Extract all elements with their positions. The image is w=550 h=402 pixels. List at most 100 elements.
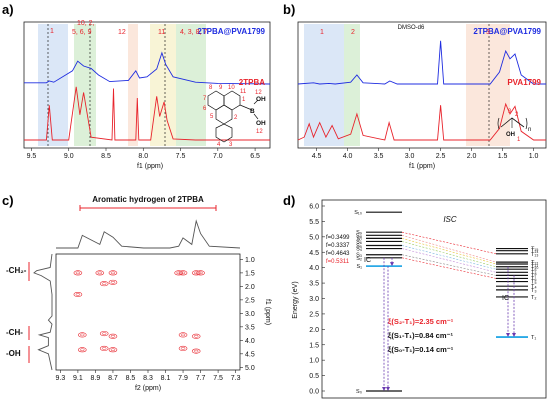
x-tick-label: 8.9 bbox=[91, 375, 101, 382]
singlet-label: S₉ bbox=[356, 230, 362, 236]
cross-peak-inner bbox=[180, 333, 186, 337]
singlet-label: S₁₀ bbox=[354, 210, 362, 216]
panel-c-title: Aromatic hydrogen of 2TPBA bbox=[92, 195, 204, 204]
panel-c-label: c) bbox=[2, 193, 14, 208]
cross-peak-outer bbox=[191, 333, 201, 339]
y-tick-label: 4.0 bbox=[245, 338, 255, 345]
cross-peak-inner bbox=[110, 271, 116, 275]
peak-b-2: 2 bbox=[351, 29, 355, 36]
cross-peak-inner bbox=[80, 348, 85, 352]
y-tick-label: 3.5 bbox=[309, 281, 319, 288]
structure-rings bbox=[207, 90, 259, 143]
pva-n: n bbox=[528, 127, 531, 133]
panel-a-peak-labels: 1 10, 2, 5, 6, 9 12 11 4, 3, 8, 7 bbox=[50, 20, 207, 36]
soc-s2-t1: ξ(S₂-T₁)=2.35 cm⁻¹ bbox=[388, 317, 454, 326]
x-tick-label: 9.1 bbox=[73, 375, 83, 382]
x-tick-label: 1.5 bbox=[498, 153, 508, 160]
region-b3 bbox=[466, 24, 510, 146]
spectrum-pva1799 bbox=[297, 102, 546, 141]
panel-c-left-projection bbox=[33, 253, 53, 371]
triplet-label: T₁ bbox=[531, 335, 536, 341]
triplet-label: T₇ bbox=[531, 273, 536, 279]
x-tick-label: 1.0 bbox=[529, 153, 539, 160]
atom-label-5: 5 bbox=[210, 114, 214, 120]
osc-1: f=0.3499 bbox=[326, 235, 350, 241]
x-tick-label: 7.9 bbox=[178, 375, 188, 382]
cross-peak-outer bbox=[108, 333, 118, 339]
panel-d-levels: S₁₀S₉S₈S₇S₆S₅S₄S₃S₂S₁S₀T₁₅T₁₄T₁₃T₁₂T₁₁T₁… bbox=[354, 210, 539, 395]
y-tick-label: 1.5 bbox=[245, 270, 255, 277]
panel-a-x-ticks: 9.5 9.0 8.5 8.0 7.5 7.0 6.5 bbox=[27, 148, 260, 160]
region-2 bbox=[74, 24, 96, 146]
pva-label-3: 3 bbox=[508, 109, 512, 115]
atom-oh-2: OH bbox=[256, 120, 266, 127]
structure-groups: B OH OH bbox=[250, 96, 266, 127]
atom-label-2: 2 bbox=[234, 115, 238, 121]
singlet-label: S₆ bbox=[356, 239, 362, 245]
triplet-label: T₁₅ bbox=[531, 247, 538, 253]
singlet-label: S₇ bbox=[356, 236, 362, 242]
cross-peak-outer bbox=[77, 347, 87, 353]
y-tick-label: 5.0 bbox=[309, 234, 319, 241]
y-tick-label: 3.0 bbox=[245, 311, 255, 318]
singlet-label: S₂ bbox=[356, 256, 362, 262]
ring-right bbox=[223, 90, 241, 111]
cross-peak-inner bbox=[193, 271, 199, 275]
spectrum-2tpba bbox=[24, 86, 270, 141]
cross-peak-outer bbox=[73, 291, 83, 297]
y-tick-label: 4.0 bbox=[309, 265, 319, 272]
x-tick-label: 2.5 bbox=[436, 153, 446, 160]
x-tick-label: 8.3 bbox=[143, 375, 153, 382]
atom-b: B bbox=[250, 108, 255, 115]
cross-peak-outer bbox=[95, 270, 105, 276]
cross-peak-inner bbox=[75, 271, 81, 275]
triplet-label: T₉ bbox=[531, 267, 537, 273]
singlet-label: S₄ bbox=[356, 247, 363, 253]
isc-label: ISC bbox=[443, 215, 457, 224]
panel-d-label: d) bbox=[283, 193, 295, 208]
atom-label-11: 11 bbox=[240, 89, 247, 95]
cross-peak-inner bbox=[193, 334, 199, 338]
cross-peak-outer bbox=[99, 281, 109, 287]
panel-b-spectra bbox=[297, 40, 546, 141]
structure-labels: 7 8 9 10 11 12 6 5 1 2 3 4 bbox=[203, 85, 262, 148]
triplet-label: T₁₀ bbox=[531, 265, 539, 271]
isc-connector bbox=[401, 257, 497, 279]
panel-a-bottom-label: 2TPBA bbox=[239, 78, 265, 87]
atom-oh-1: OH bbox=[256, 96, 266, 103]
x-tick-label: 2.0 bbox=[467, 153, 477, 160]
y-tick-label: 3.5 bbox=[245, 324, 255, 331]
atom-label-9: 9 bbox=[219, 85, 223, 91]
group-label-oh: -OH bbox=[6, 349, 21, 358]
region-4 bbox=[150, 24, 176, 146]
group-label-ch: -CH- bbox=[6, 328, 23, 337]
y-tick-label: 1.0 bbox=[309, 358, 319, 365]
pva-structure: 3 2 1 OH n bbox=[497, 109, 531, 143]
osc-4: f=0.5311 bbox=[326, 259, 350, 265]
isc-connector bbox=[401, 231, 497, 255]
region-b2 bbox=[344, 24, 360, 146]
ring-left bbox=[207, 90, 225, 111]
cross-peak-inner bbox=[176, 271, 181, 275]
peak-b-3: 3 bbox=[486, 29, 490, 36]
peak-label-6: 4, 3, 8, 7 bbox=[180, 29, 207, 36]
soc-s0-t1: ξ(S₀-T₁)=0.14 cm⁻¹ bbox=[388, 345, 454, 354]
panel-c-ylabel: f1 (ppm) bbox=[264, 299, 271, 325]
y-tick-label: 5.0 bbox=[245, 365, 255, 372]
atom-label-12-bottom: 12 bbox=[256, 129, 263, 135]
panel-b-xlabel: f1 (ppm) bbox=[409, 163, 435, 170]
singlet-label: S₁ bbox=[356, 264, 362, 270]
ring-bottom bbox=[215, 104, 233, 125]
cross-peak-outer bbox=[191, 270, 201, 276]
y-tick-label: 0.0 bbox=[309, 389, 319, 396]
arrow-head bbox=[512, 333, 516, 338]
cross-peak-outer bbox=[174, 270, 183, 276]
panel-b-top-label: 2TPBA@PVA1799 bbox=[473, 27, 541, 36]
f1-projection-trace bbox=[33, 253, 53, 371]
peak-label-3: 5, 6, 9 bbox=[72, 29, 92, 36]
atom-label-7: 7 bbox=[203, 96, 207, 102]
singlet-label: S₅ bbox=[356, 243, 362, 249]
cross-peak-inner bbox=[198, 271, 203, 275]
triplet-label: T₄ bbox=[531, 284, 537, 290]
cross-peak-inner bbox=[193, 349, 199, 353]
